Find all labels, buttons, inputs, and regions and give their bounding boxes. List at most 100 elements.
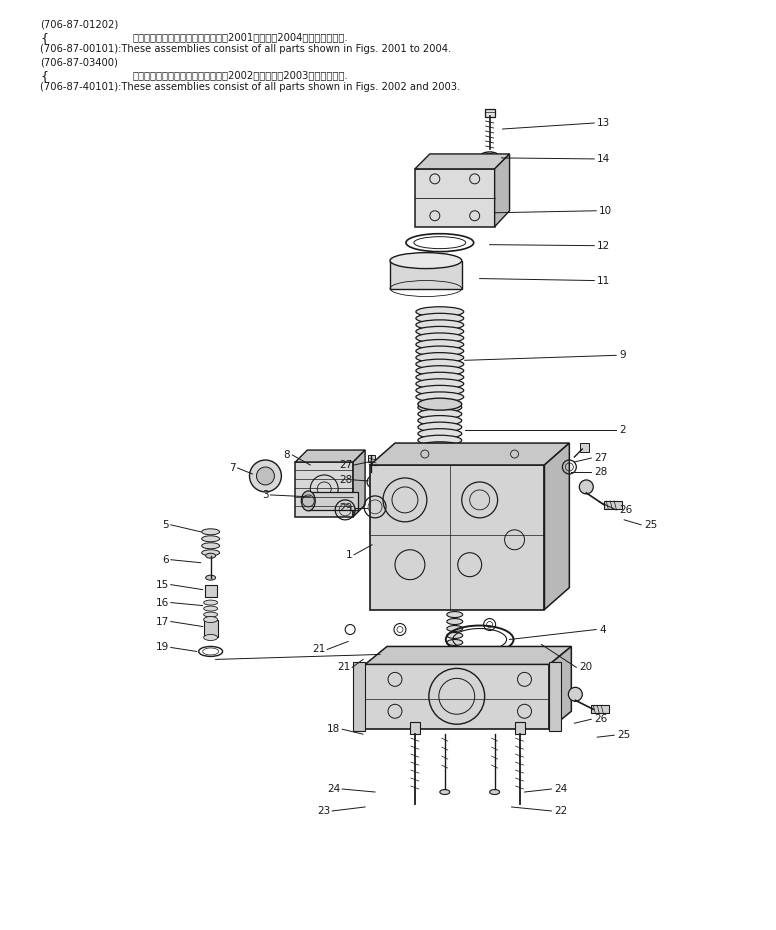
Ellipse shape [202,529,220,535]
Bar [514,723,525,734]
Ellipse shape [447,612,462,618]
Ellipse shape [203,600,217,605]
Ellipse shape [416,320,464,330]
Ellipse shape [418,442,462,452]
Bar [308,492,358,510]
Text: 24: 24 [554,784,568,794]
Polygon shape [353,450,365,517]
Bar [368,455,375,462]
Ellipse shape [447,618,462,625]
Ellipse shape [202,536,220,542]
Text: 19: 19 [155,643,169,653]
Ellipse shape [301,491,315,511]
Text: 5: 5 [162,520,169,530]
Text: 27: 27 [339,460,352,470]
Text: 27: 27 [594,453,608,463]
Text: (706-87-00101):These assemblies consist of all parts shown in Figs. 2001 to 2004: (706-87-00101):These assemblies consist … [40,44,452,54]
Ellipse shape [202,550,220,556]
Ellipse shape [416,352,464,363]
Bar [205,585,217,597]
Text: これらのアセンブリの構成部品は第2002図および第2003図を含みます.: これらのアセンブリの構成部品は第2002図および第2003図を含みます. [133,70,348,80]
Polygon shape [415,154,510,169]
Bar [549,662,561,731]
Ellipse shape [418,429,462,439]
Text: 10: 10 [599,206,612,216]
Polygon shape [370,443,570,465]
Bar [370,465,545,609]
Bar [415,169,494,227]
Circle shape [580,480,594,494]
Ellipse shape [206,553,216,558]
Text: 23: 23 [317,806,331,816]
Ellipse shape [390,253,462,269]
Text: 25: 25 [617,730,630,740]
Ellipse shape [206,575,216,580]
Polygon shape [494,154,510,227]
Text: これらのアセンブリの構成部品は第2001図から第2004図まで含みます.: これらのアセンブリの構成部品は第2001図から第2004図まで含みます. [133,32,348,42]
Bar [365,664,549,729]
Text: 6: 6 [162,554,169,565]
Text: 25: 25 [644,520,657,530]
Polygon shape [296,450,365,462]
Circle shape [250,460,282,492]
Text: 24: 24 [327,784,340,794]
Ellipse shape [416,392,464,402]
Text: 26: 26 [619,505,632,515]
Text: 12: 12 [598,241,611,251]
Ellipse shape [416,359,464,369]
Bar [485,109,494,117]
Text: 4: 4 [599,625,606,634]
Text: 15: 15 [155,579,169,590]
Text: 9: 9 [619,351,625,360]
Bar [203,619,217,637]
Text: {: { [40,70,48,83]
Ellipse shape [203,606,217,611]
Text: 18: 18 [327,724,340,734]
Text: 28: 28 [594,467,608,477]
Text: (706-87-01202): (706-87-01202) [40,20,118,30]
Text: (706-87-40101):These assemblies consist of all parts shown in Figs. 2002 and 200: (706-87-40101):These assemblies consist … [40,82,460,92]
Bar [353,662,365,731]
Text: 17: 17 [155,617,169,627]
Text: 21: 21 [337,662,350,672]
Ellipse shape [418,422,462,432]
Text: 7: 7 [229,463,236,473]
Text: 20: 20 [580,662,592,672]
Ellipse shape [203,634,217,641]
Ellipse shape [416,346,464,356]
Ellipse shape [416,372,464,382]
Bar [390,260,462,288]
Text: 13: 13 [598,118,611,128]
Ellipse shape [418,409,462,419]
Bar [591,705,609,713]
Ellipse shape [416,333,464,343]
Ellipse shape [416,385,464,395]
Ellipse shape [490,790,500,794]
Ellipse shape [416,307,464,317]
Polygon shape [365,646,571,664]
Text: 29: 29 [339,503,352,512]
Ellipse shape [418,416,462,426]
Ellipse shape [447,626,462,631]
Ellipse shape [418,435,462,445]
Text: 22: 22 [554,806,568,816]
Ellipse shape [202,543,220,549]
Text: 2: 2 [619,425,625,435]
Bar [580,443,589,452]
Circle shape [568,687,582,701]
Ellipse shape [418,444,462,456]
Ellipse shape [203,617,217,622]
Text: 21: 21 [312,644,325,655]
Text: 3: 3 [262,490,268,500]
Text: 14: 14 [598,154,611,164]
Bar [410,723,420,734]
Polygon shape [545,443,570,609]
Ellipse shape [416,313,464,324]
Text: 1: 1 [345,550,352,560]
Text: 8: 8 [284,450,290,460]
Bar [296,462,353,517]
Ellipse shape [416,379,464,389]
Ellipse shape [418,403,462,412]
Bar [605,501,622,509]
Ellipse shape [203,612,217,617]
